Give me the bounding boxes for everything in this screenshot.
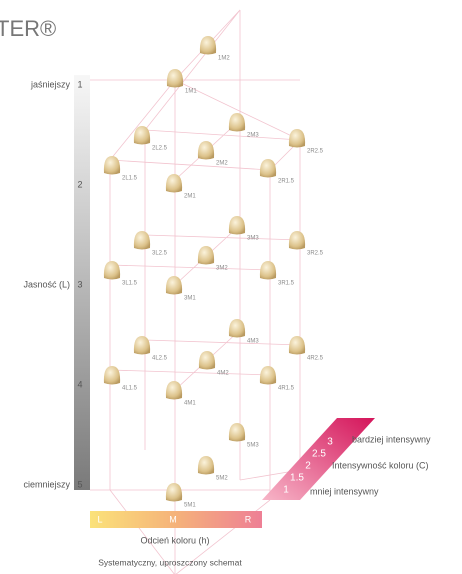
tooth-label: 2M2: [216, 161, 228, 167]
tooth: [289, 231, 305, 250]
tooth: [260, 261, 276, 280]
tooth: [260, 366, 276, 385]
tooth-label: 2L1.5: [122, 176, 138, 182]
tooth: [166, 483, 182, 502]
lightness-level: 3: [77, 279, 82, 289]
tooth-label: 3M3: [247, 236, 259, 242]
tooth-label: 3M1: [184, 296, 196, 302]
tooth: [260, 159, 276, 178]
title: TER®: [0, 16, 56, 41]
tooth: [166, 381, 182, 400]
tooth-label: 4M2: [217, 371, 229, 377]
tooth-label: 3L2.5: [152, 251, 168, 257]
tooth-label: 2L2.5: [152, 146, 168, 152]
tooth-label: 1M2: [218, 56, 230, 62]
chroma-level: 1.5: [290, 473, 304, 484]
tooth: [134, 126, 150, 145]
diagram: TER® jaśniejszy Jasność (L) ciemniejszy …: [0, 0, 462, 574]
tooth: [229, 113, 245, 132]
tooth-label: 3R1.5: [278, 281, 295, 287]
tooth-label: 3M2: [216, 266, 228, 272]
wireframe: [90, 10, 300, 574]
hue-tick: L: [97, 514, 102, 524]
tooth: [229, 423, 245, 442]
chroma-label: Intensywność koloru (C): [332, 460, 429, 470]
chroma-level: 2: [305, 461, 311, 472]
tooth-label: 4R2.5: [307, 356, 324, 362]
tooth-label: 2R2.5: [307, 149, 324, 155]
lightness-level: 4: [77, 379, 82, 389]
tooth: [104, 156, 120, 175]
tooth-label: 5M1: [184, 503, 196, 509]
tooth: [229, 216, 245, 235]
chroma-level: 2.5: [312, 449, 326, 460]
chroma-bottom: mniej intensywny: [310, 486, 379, 496]
hue-tick: R: [245, 514, 252, 524]
lightness-bottom: ciemniejszy: [23, 479, 70, 489]
lightness-level: 1: [77, 79, 82, 89]
tooth-label: 5M2: [216, 476, 228, 482]
chroma-level: 3: [327, 437, 333, 448]
tooth-label: 4M1: [184, 401, 196, 407]
tooth: [229, 319, 245, 338]
tooth-label: 2R1.5: [278, 179, 295, 185]
hue-tick: M: [169, 514, 177, 524]
tooth: [166, 174, 182, 193]
lightness-top: jaśniejszy: [30, 79, 71, 89]
tooth-label: 5M3: [247, 443, 259, 449]
tooth-label: 4R1.5: [278, 386, 295, 392]
tooth: [289, 336, 305, 355]
tooth: [134, 231, 150, 250]
tooth: [198, 456, 214, 475]
chroma-top: bardziej intensywny: [352, 434, 431, 444]
tooth: [198, 141, 214, 160]
hue-label: Odcień koloru (h): [140, 535, 209, 545]
tooth: [104, 261, 120, 280]
tooth-label: 2M3: [247, 133, 259, 139]
tooth-label: 3R2.5: [307, 251, 324, 257]
lightness-label: Jasność (L): [23, 279, 70, 289]
tooth: [199, 351, 215, 370]
lightness-level: 5: [77, 479, 82, 489]
lightness-level: 2: [77, 179, 82, 189]
tooth-label: 4L2.5: [152, 356, 168, 362]
tooth-label: 4M3: [247, 339, 259, 345]
tooth: [166, 276, 182, 295]
tooth-label: 3L1.5: [122, 281, 138, 287]
tooth: [134, 336, 150, 355]
chroma-level: 1: [283, 485, 289, 496]
tooth: [167, 69, 183, 88]
tooth: [289, 129, 305, 148]
tooth: [104, 366, 120, 385]
tooth: [198, 246, 214, 265]
tooth-label: 2M1: [184, 194, 196, 200]
caption: Systematyczny, uproszczony schemat: [98, 557, 242, 567]
tooth-label: 1M1: [185, 89, 197, 95]
tooth-label: 4L1.5: [122, 386, 138, 392]
